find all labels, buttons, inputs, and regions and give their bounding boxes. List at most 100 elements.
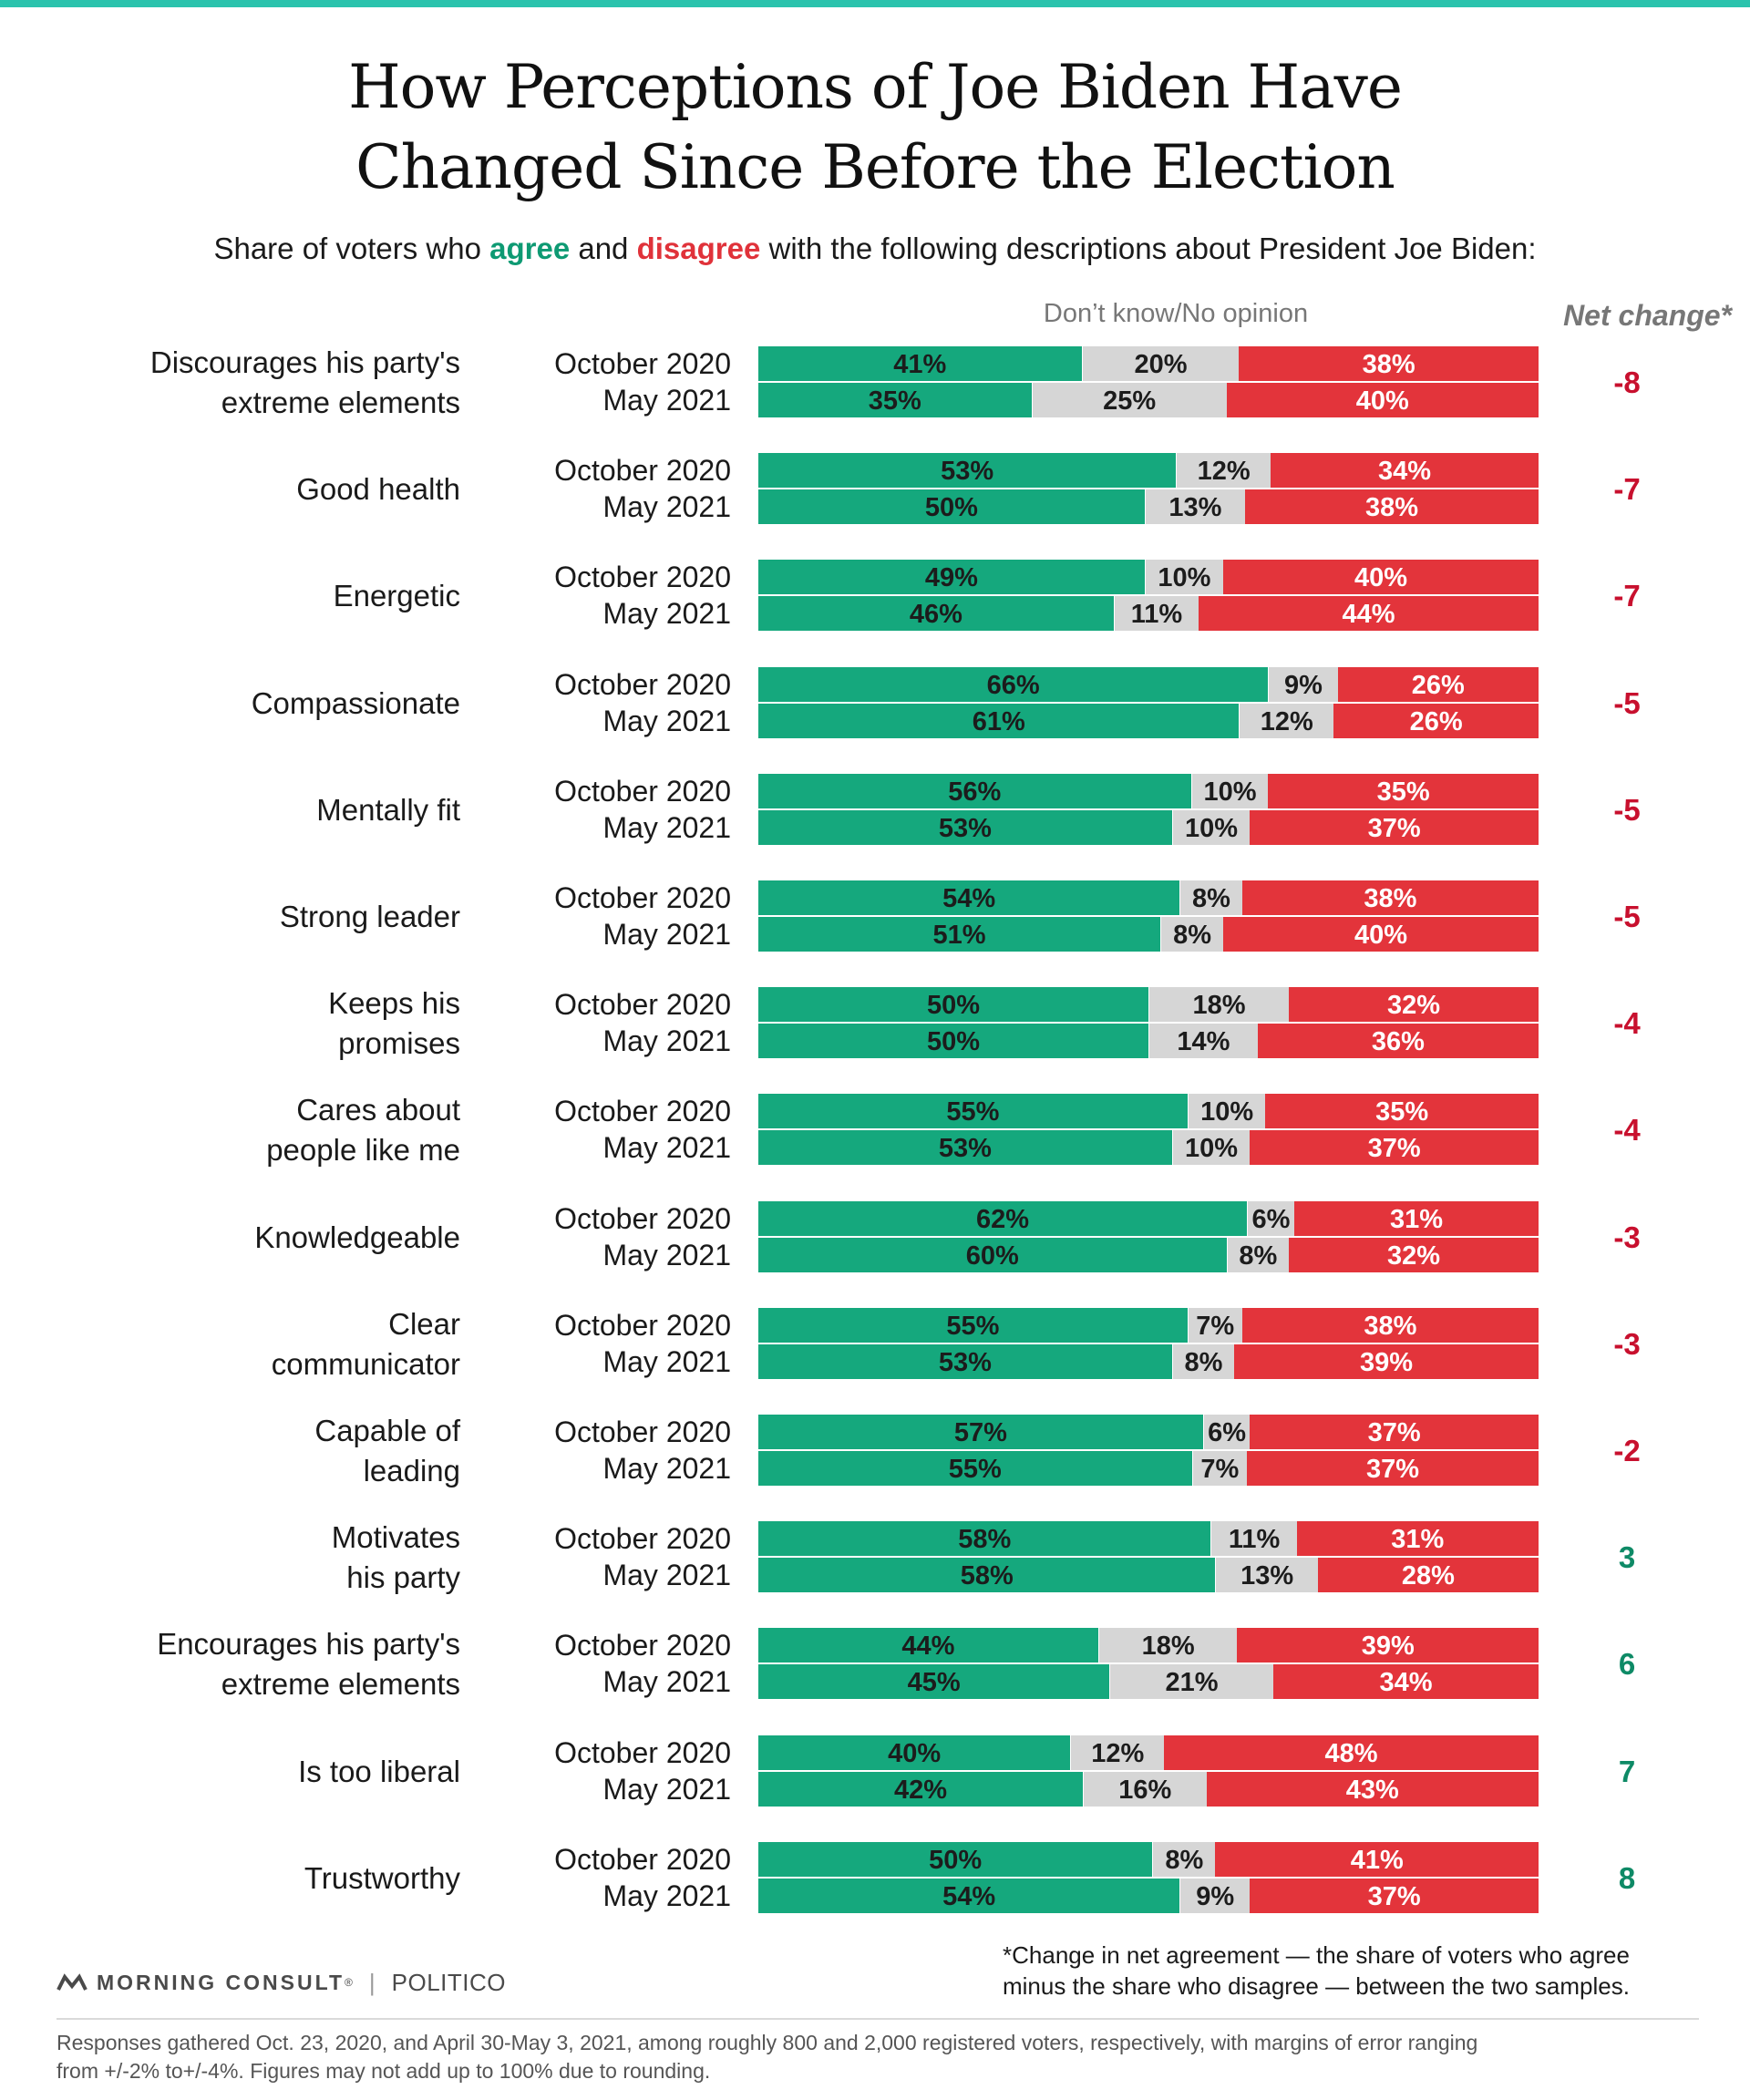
description-label-line: Capable of: [314, 1414, 460, 1447]
stacked-bar: 58% 11% 31%: [758, 1521, 1539, 1557]
dont-know-segment: 16%: [1082, 1771, 1207, 1807]
description-label-line: Keeps his: [328, 986, 460, 1021]
net-change-value: -5: [1613, 792, 1641, 827]
agree-segment: 50%: [758, 1841, 1153, 1877]
period-label: May 2021: [602, 810, 731, 844]
description-label-line: Is too liberal: [298, 1754, 460, 1788]
description-label-line: Clear: [388, 1306, 460, 1341]
period-label: October 2020: [554, 1842, 731, 1876]
period-label: October 2020: [554, 1308, 731, 1342]
dont-know-segment: 8%: [1152, 1841, 1216, 1877]
agree-segment: 50%: [758, 1024, 1148, 1059]
agree-segment: 55%: [758, 1307, 1188, 1343]
dont-know-segment: 18%: [1097, 1628, 1238, 1663]
dont-know-segment: 18%: [1148, 987, 1290, 1023]
period-label: October 2020: [554, 881, 731, 914]
agree-segment: 49%: [758, 560, 1145, 595]
description-label: Is too liberal: [55, 1735, 460, 1808]
stacked-bar: 44% 18% 39%: [758, 1628, 1539, 1663]
footnote-line-1: *Change in net agreement — the share of …: [1003, 1941, 1630, 1969]
chart-group: Good health October 2020 53% 12% 34% May 2021…: [0, 453, 1750, 526]
period-label: May 2021: [602, 597, 731, 631]
agree-segment: 51%: [758, 917, 1160, 952]
description-label-line: Strong leader: [279, 900, 460, 933]
description-label-line: Motivates: [331, 1520, 460, 1555]
net-change-value: -7: [1613, 579, 1641, 613]
stacked-bar: 42% 16% 43%: [758, 1771, 1539, 1807]
stacked-bar: 66% 9% 26%: [758, 666, 1539, 702]
disagree-segment: 34%: [1272, 1664, 1539, 1700]
description-label-line: leading: [363, 1454, 460, 1488]
period-label: October 2020: [554, 561, 731, 594]
chart-group: Cares about people like me October 2020 55%…: [0, 1093, 1750, 1167]
net-change-header: Net change*: [1563, 299, 1732, 332]
agree-segment: 53%: [758, 1130, 1172, 1166]
dont-know-segment: 8%: [1179, 880, 1242, 915]
description-label-line: Knowledgeable: [254, 1220, 460, 1254]
description-label-line: communicator: [271, 1346, 460, 1381]
net-change-value: -5: [1613, 685, 1641, 720]
agree-segment: 53%: [758, 453, 1177, 489]
agree-segment: 41%: [758, 346, 1082, 381]
description-label-line: Encourages his party's: [157, 1627, 460, 1662]
net-change-value: -4: [1613, 1006, 1641, 1041]
net-change-value: -2: [1613, 1434, 1641, 1467]
dont-know-segment: 6%: [1247, 1200, 1294, 1236]
disagree-segment: 37%: [1250, 1878, 1539, 1913]
stacked-bar: 40% 12% 48%: [758, 1735, 1539, 1770]
dont-know-segment: 13%: [1215, 1558, 1318, 1593]
chart-subtitle: Share of voters who agree and disagree w…: [0, 232, 1750, 266]
net-change-value: -3: [1613, 1220, 1641, 1254]
morning-consult-wordmark: MORNING CONSULT: [97, 1970, 345, 1994]
dont-know-segment: 10%: [1171, 809, 1251, 845]
agree-segment: 55%: [758, 1094, 1188, 1129]
chart-title-line-2: Changed Since Before the Election: [355, 132, 1395, 202]
description-label: Clear communicator: [55, 1307, 460, 1381]
net-change-value: -8: [1613, 365, 1641, 399]
period-label: May 2021: [602, 1772, 731, 1806]
description-label-line: Cares about: [296, 1093, 460, 1127]
dont-know-segment: 12%: [1176, 453, 1271, 489]
disagree-segment: 37%: [1247, 1451, 1539, 1486]
disagree-segment: 35%: [1268, 773, 1539, 808]
disagree-segment: 31%: [1296, 1521, 1539, 1557]
politico-wordmark: POLITICO: [391, 1968, 506, 1996]
agree-segment: 44%: [758, 1628, 1098, 1663]
disagree-segment: 38%: [1241, 1307, 1539, 1343]
disagree-segment: 37%: [1250, 1130, 1539, 1166]
chart-group: Energetic October 2020 49% 10% 40% May 2021 46…: [0, 560, 1750, 633]
agree-segment: 58%: [758, 1558, 1216, 1593]
stacked-bar: 57% 6% 37%: [758, 1415, 1539, 1449]
dont-know-header: Don’t know/No opinion: [1043, 299, 1309, 328]
chart-group: Capable of leading October 2020 57% 6% 37% May…: [0, 1414, 1750, 1488]
agree-segment: 42%: [758, 1771, 1083, 1807]
agree-segment: 35%: [758, 383, 1032, 417]
dont-know-segment: 9%: [1179, 1878, 1251, 1913]
agree-segment: 61%: [758, 703, 1240, 738]
dont-know-segment: 20%: [1081, 346, 1240, 381]
dont-know-segment: 11%: [1210, 1521, 1297, 1557]
chart-group: Discourages his party's extreme elements O…: [0, 345, 1750, 419]
disagree-segment: 44%: [1199, 596, 1539, 632]
net-change-value: 7: [1618, 1754, 1636, 1788]
chart-group: Strong leader October 2020 54% 8% 38% May 202…: [0, 880, 1750, 953]
description-label: Encourages his party's extreme elements: [55, 1627, 460, 1701]
stacked-bar: 62% 6% 31%: [758, 1200, 1539, 1236]
source-logos: MORNING CONSULT ® | POLITICO: [57, 1966, 506, 1999]
stacked-bar: 55% 7% 38%: [758, 1307, 1539, 1343]
footnote-line-2: minus the share who disagree — between t…: [1003, 1972, 1630, 2000]
footer-divider: [57, 2018, 1699, 2020]
stacked-bar: 54% 9% 37%: [758, 1878, 1539, 1913]
footnote: *Change in net agreement — the share of …: [1003, 1940, 1706, 2002]
chart-group: Is too liberal October 2020 40% 12% 48% May 2…: [0, 1735, 1750, 1808]
stacked-bar: 55% 7% 37%: [758, 1451, 1539, 1486]
agree-segment: 55%: [758, 1451, 1192, 1486]
disagree-segment: 31%: [1293, 1200, 1539, 1236]
period-label: May 2021: [602, 1238, 731, 1271]
disagree-segment: 43%: [1206, 1771, 1539, 1807]
period-label: October 2020: [554, 988, 731, 1022]
description-label-line: Energetic: [333, 579, 460, 613]
period-label: May 2021: [602, 1452, 731, 1485]
period-label: October 2020: [554, 1522, 731, 1556]
dont-know-segment: 8%: [1159, 917, 1224, 952]
